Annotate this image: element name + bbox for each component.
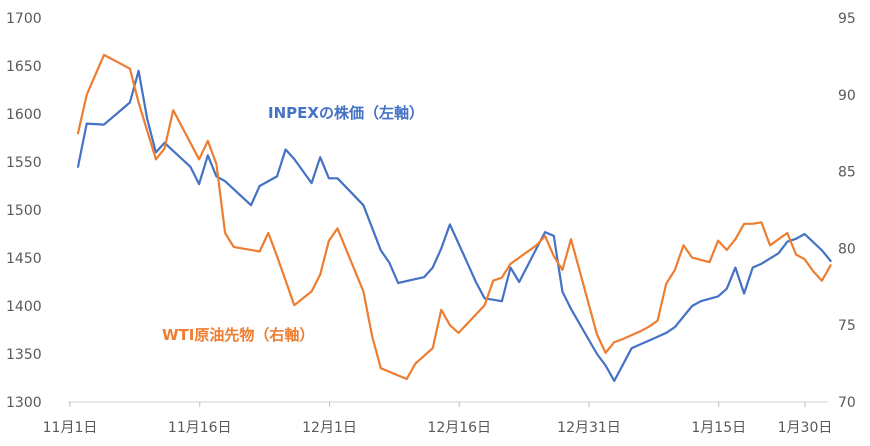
x-tick-label: 1月30日 — [778, 420, 833, 436]
inpex-series-line — [76, 69, 832, 382]
left-axis-tick-labels: 1300 1350 1400 1450 1500 1550 1600 1650 1700 — [6, 11, 42, 411]
left-tick-label: 1450 — [6, 251, 42, 267]
right-tick-label: 70 — [838, 395, 856, 411]
right-tick-label: 80 — [838, 241, 856, 257]
left-tick-label: 1350 — [6, 347, 42, 363]
wti-series-annotation: WTI原油先物（右軸） — [162, 326, 314, 344]
left-tick-label: 1400 — [6, 299, 42, 315]
left-tick-label: 1600 — [6, 107, 42, 123]
left-tick-label: 1550 — [6, 155, 42, 171]
right-tick-label: 85 — [838, 165, 856, 181]
wti-series-line — [76, 53, 832, 381]
x-tick-label: 12月1日 — [302, 420, 357, 436]
left-tick-label: 1300 — [6, 395, 42, 411]
right-tick-label: 95 — [838, 11, 856, 27]
x-tick-label: 12月31日 — [557, 420, 621, 436]
left-tick-label: 1650 — [6, 59, 42, 75]
inpex-series-annotation: INPEXの株価（左軸） — [268, 104, 424, 122]
x-tick-label: 12月16日 — [427, 420, 491, 436]
left-tick-label: 1500 — [6, 203, 42, 219]
series-lines — [76, 53, 832, 382]
right-tick-label: 75 — [838, 318, 856, 334]
x-tick-label: 11月16日 — [168, 420, 232, 436]
x-axis-tick-labels: 11月1日 11月16日 12月1日 12月16日 12月31日 1月15日 1月30日 — [43, 420, 833, 436]
x-axis-ticks — [69, 402, 806, 407]
x-tick-label: 11月1日 — [43, 420, 98, 436]
right-tick-label: 90 — [838, 88, 856, 104]
left-tick-label: 1700 — [6, 11, 42, 27]
right-axis-tick-labels: 70 75 80 85 90 95 — [838, 11, 856, 411]
x-tick-label: 1月15日 — [691, 420, 746, 436]
